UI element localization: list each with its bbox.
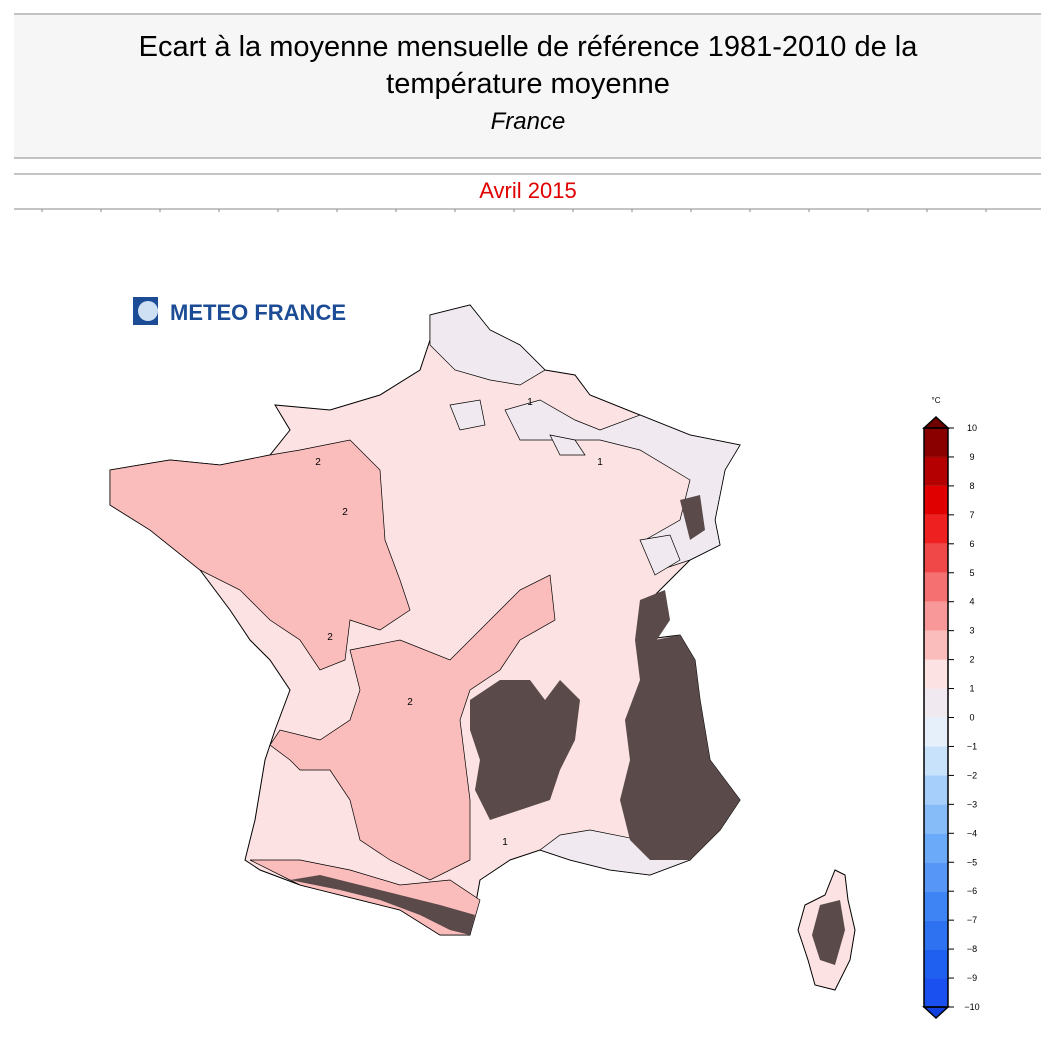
period: Avril 2015 — [479, 178, 576, 203]
contour-label: 2 — [327, 632, 333, 643]
region: France — [491, 108, 566, 135]
logo-icon — [138, 301, 158, 321]
contour-label: 1 — [527, 397, 533, 408]
color-segment — [924, 514, 948, 544]
contour-label: 1 — [597, 457, 603, 468]
map: 1 2 2 2 1 2 1 — [109, 304, 856, 991]
color-segment — [924, 949, 948, 979]
over-triangle — [922, 415, 950, 429]
corsica-relief — [812, 900, 845, 965]
color-segment — [924, 601, 948, 631]
color-segment — [924, 485, 948, 515]
colorbar-tick-label: −5 — [967, 857, 977, 867]
color-segment — [924, 630, 948, 660]
colorbar-tick-label: 5 — [969, 568, 974, 578]
color-segment — [924, 543, 948, 573]
colorbar-tick-label: 9 — [969, 452, 974, 462]
colorbar-tick-label: 0 — [969, 713, 974, 723]
under-triangle — [922, 1006, 950, 1020]
logo-text: METEO FRANCE — [170, 300, 346, 325]
color-segment — [924, 804, 948, 834]
contour-label: 2 — [407, 697, 413, 708]
zone-1-2 — [449, 399, 681, 576]
color-segment — [924, 833, 948, 863]
color-segment — [924, 978, 948, 1007]
color-segment — [924, 775, 948, 805]
zone-2-3 — [109, 439, 556, 936]
color-segment — [924, 688, 948, 718]
logo: METEO FRANCE — [133, 297, 346, 325]
colorbar-tick-label: −7 — [967, 915, 977, 925]
colorbar-tick-label: −6 — [967, 886, 977, 896]
colorbar-tick-label: 6 — [969, 539, 974, 549]
colorbar-tick-label: −9 — [967, 973, 977, 983]
title: Ecart à la moyenne mensuelle de référenc… — [139, 31, 919, 63]
color-segment — [924, 456, 948, 486]
color-segment — [924, 891, 948, 921]
colorbar-tick-label: 3 — [969, 626, 974, 636]
colorbar-tick-label: 1 — [969, 684, 974, 694]
colorbar-tick-label: −2 — [967, 770, 977, 780]
colorbar-tick-label: −10 — [964, 1002, 979, 1012]
colorbar-tick-label: 7 — [969, 510, 974, 520]
color-segment — [924, 428, 948, 457]
color-segment — [924, 746, 948, 776]
color-segment — [924, 717, 948, 747]
colorbar-tick-label: −4 — [967, 828, 977, 838]
color-segment — [924, 862, 948, 892]
color-segment — [924, 920, 948, 950]
header-box — [14, 14, 1041, 158]
colorbar-tick-label: −1 — [967, 741, 977, 751]
colorbar-tick-label: 8 — [969, 481, 974, 491]
contour-label: 2 — [315, 457, 321, 468]
contour-label: 2 — [342, 507, 348, 518]
colorbar-unit: °C — [932, 396, 941, 405]
colorbar-tick-label: 2 — [969, 655, 974, 665]
colorbar-tick-label: −3 — [967, 799, 977, 809]
title: température moyenne — [386, 68, 670, 100]
colorbar-tick-label: −8 — [967, 944, 977, 954]
color-segment — [924, 659, 948, 689]
colorbar-tick-label: 10 — [967, 423, 977, 433]
relief — [290, 495, 740, 935]
colorbar-tick-label: 4 — [969, 597, 974, 607]
contour-label: 1 — [502, 837, 508, 848]
color-segment — [924, 572, 948, 602]
